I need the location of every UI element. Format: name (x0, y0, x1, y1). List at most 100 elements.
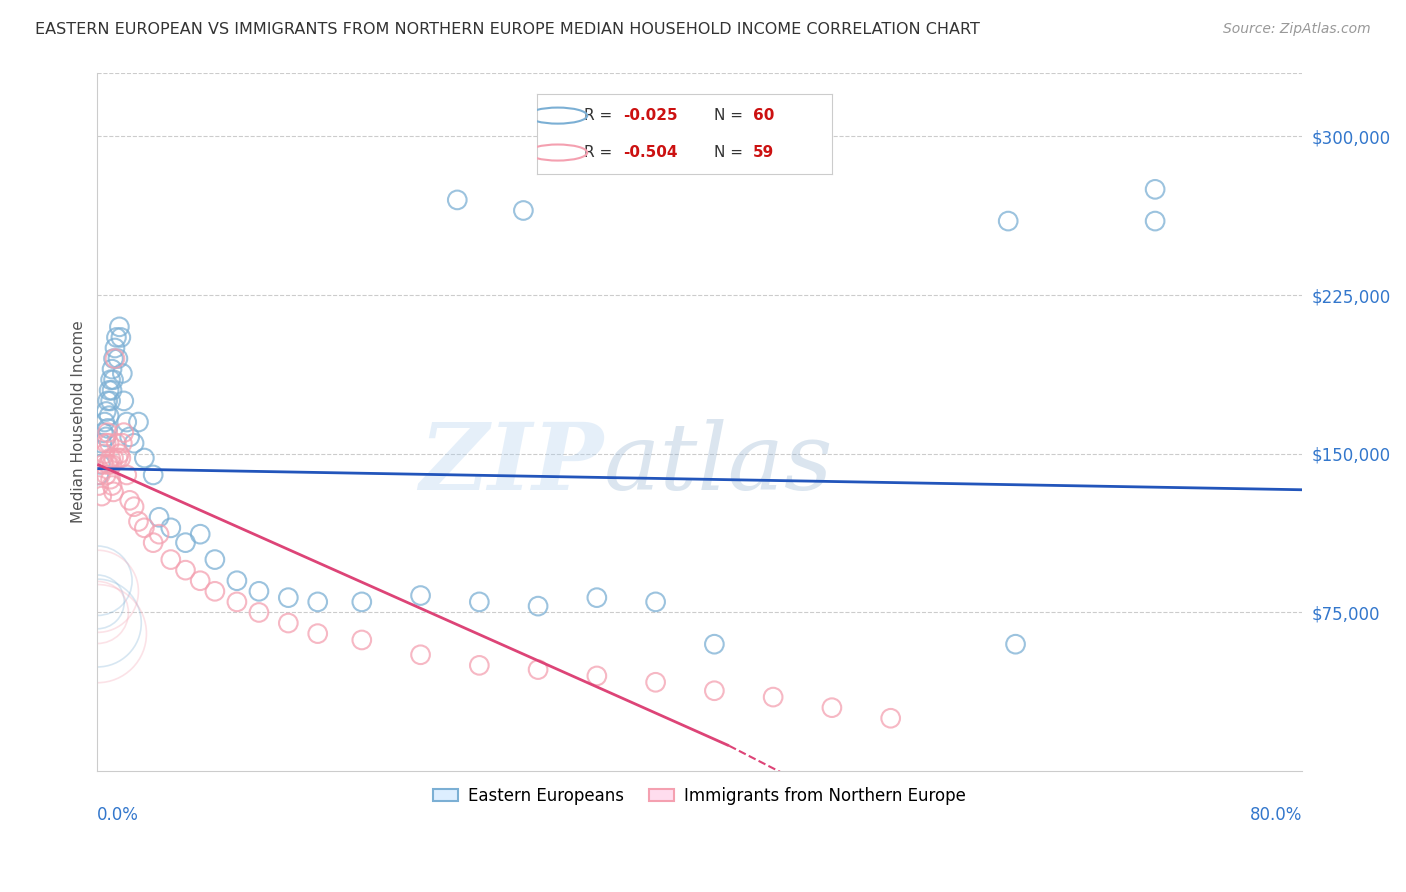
Point (134, 450, 156, 465)
Point (762, 690, 785, 704)
Point (512, 203, 534, 218)
Point (409, 589, 432, 603)
Point (100, 373, 122, 387)
Point (1144, 214, 1167, 228)
Point (350, 632, 373, 647)
Point (86, 584, 108, 599)
Point (127, 515, 149, 529)
Text: Source: ZipAtlas.com: Source: ZipAtlas.com (1223, 22, 1371, 37)
Point (107, 450, 129, 465)
Point (96, 430, 118, 444)
Point (586, 669, 609, 683)
Point (97, 393, 120, 408)
Point (89, 458, 111, 472)
Point (86, 615, 108, 630)
Point (247, 584, 270, 599)
Point (96, 436, 118, 450)
Point (997, 214, 1019, 228)
Text: 80.0%: 80.0% (1250, 806, 1302, 824)
Point (101, 478, 124, 492)
Point (98, 384, 121, 398)
Point (148, 527, 170, 541)
Point (188, 527, 211, 541)
Point (96, 404, 118, 418)
Point (174, 535, 197, 549)
Point (112, 425, 135, 440)
Point (101, 362, 124, 376)
Point (159, 552, 181, 566)
Point (409, 648, 432, 662)
Point (821, 700, 844, 714)
Y-axis label: Median Household Income: Median Household Income (72, 321, 86, 524)
Point (100, 393, 122, 408)
Point (127, 415, 149, 429)
Point (115, 415, 138, 429)
Point (226, 574, 249, 588)
Point (118, 430, 141, 444)
Point (134, 521, 156, 535)
Point (1144, 182, 1167, 196)
Point (204, 584, 226, 599)
Point (527, 599, 550, 614)
Point (91, 458, 114, 472)
Point (142, 535, 165, 549)
Text: atlas: atlas (603, 419, 832, 509)
Point (93, 447, 115, 461)
Point (468, 595, 491, 609)
Text: 0.0%: 0.0% (97, 806, 139, 824)
Point (111, 436, 134, 450)
Point (87, 478, 110, 492)
Point (586, 591, 609, 605)
Point (277, 591, 299, 605)
Text: ZIP: ZIP (419, 419, 603, 509)
Point (159, 521, 181, 535)
Point (103, 351, 125, 366)
Point (100, 450, 122, 465)
Point (97, 425, 120, 440)
Text: EASTERN EUROPEAN VS IMMIGRANTS FROM NORTHERN EUROPE MEDIAN HOUSEHOLD INCOME CORR: EASTERN EUROPEAN VS IMMIGRANTS FROM NORT… (35, 22, 980, 37)
Point (98, 409, 121, 423)
Point (105, 436, 128, 450)
Point (97, 458, 120, 472)
Point (108, 447, 131, 461)
Point (879, 711, 901, 725)
Point (100, 472, 122, 486)
Point (174, 563, 197, 577)
Point (644, 675, 666, 690)
Point (703, 683, 725, 698)
Point (188, 574, 211, 588)
Legend: Eastern Europeans, Immigrants from Northern Europe: Eastern Europeans, Immigrants from North… (426, 780, 973, 812)
Point (111, 367, 134, 381)
Point (86, 595, 108, 609)
Point (247, 606, 270, 620)
Point (91, 425, 114, 440)
Point (104, 351, 127, 366)
Point (98, 458, 121, 472)
Point (101, 384, 124, 398)
Point (86, 606, 108, 620)
Point (204, 552, 226, 566)
Point (468, 658, 491, 673)
Point (90, 489, 112, 503)
Point (86, 574, 108, 588)
Point (103, 373, 125, 387)
Point (277, 615, 299, 630)
Point (142, 467, 165, 482)
Point (644, 595, 666, 609)
Point (307, 626, 329, 640)
Point (107, 351, 129, 366)
Point (115, 467, 138, 482)
Point (112, 393, 135, 408)
Point (103, 450, 125, 465)
Point (307, 595, 329, 609)
Point (98, 436, 121, 450)
Point (87, 467, 110, 482)
Point (89, 467, 111, 482)
Point (226, 595, 249, 609)
Point (122, 500, 145, 514)
Point (86, 626, 108, 640)
Point (96, 467, 118, 482)
Point (122, 436, 145, 450)
Point (527, 663, 550, 677)
Point (148, 510, 170, 524)
